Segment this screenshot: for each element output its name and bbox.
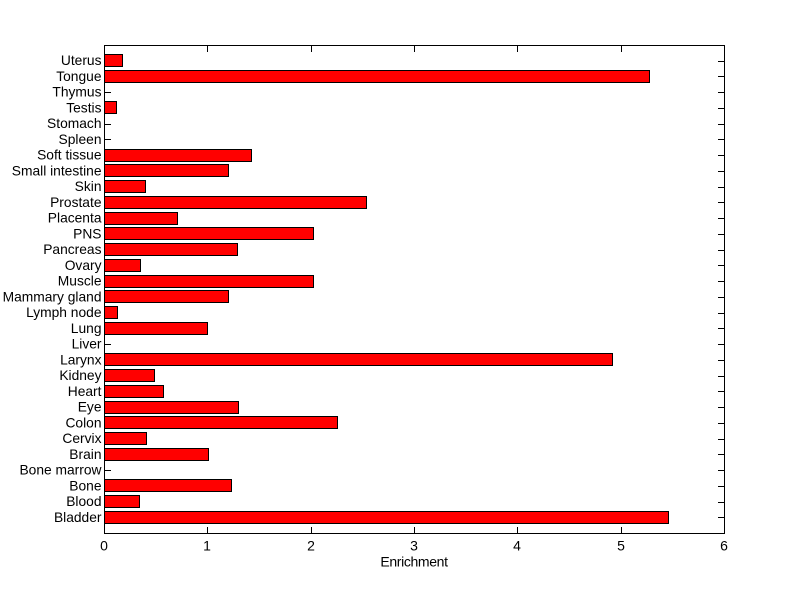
svg-text:Uterus: Uterus — [61, 53, 102, 68]
svg-text:Small intestine: Small intestine — [12, 163, 102, 178]
svg-text:6: 6 — [720, 538, 728, 554]
svg-text:Bladder: Bladder — [54, 510, 102, 525]
svg-text:Spleen: Spleen — [59, 132, 102, 147]
svg-text:Liver: Liver — [72, 337, 102, 352]
svg-text:1: 1 — [203, 538, 211, 554]
svg-text:Lung: Lung — [71, 321, 102, 336]
svg-text:Enrichment: Enrichment — [380, 554, 448, 570]
svg-text:Pancreas: Pancreas — [43, 242, 101, 257]
svg-text:Larynx: Larynx — [60, 352, 102, 367]
svg-text:Ovary: Ovary — [65, 258, 102, 273]
svg-text:Skin: Skin — [75, 179, 102, 194]
svg-text:Mammary gland: Mammary gland — [3, 289, 102, 304]
svg-text:Brain: Brain — [69, 447, 101, 462]
svg-text:Bone marrow: Bone marrow — [19, 463, 101, 478]
svg-text:0: 0 — [100, 538, 108, 554]
svg-text:Colon: Colon — [65, 415, 101, 430]
svg-text:Bone: Bone — [69, 478, 102, 493]
svg-text:Prostate: Prostate — [50, 195, 102, 210]
svg-text:5: 5 — [617, 538, 625, 554]
svg-text:Eye: Eye — [78, 400, 102, 415]
svg-text:Stomach: Stomach — [47, 116, 101, 131]
svg-text:Testis: Testis — [66, 100, 101, 115]
svg-text:Blood: Blood — [66, 494, 101, 509]
svg-text:Heart: Heart — [68, 384, 102, 399]
svg-text:4: 4 — [513, 538, 521, 554]
svg-text:Placenta: Placenta — [48, 211, 102, 226]
svg-text:Soft tissue: Soft tissue — [37, 148, 102, 163]
svg-text:PNS: PNS — [73, 226, 101, 241]
svg-text:3: 3 — [410, 538, 418, 554]
svg-text:2: 2 — [307, 538, 315, 554]
svg-text:Tongue: Tongue — [56, 69, 102, 84]
svg-text:Kidney: Kidney — [59, 368, 101, 383]
svg-text:Thymus: Thymus — [52, 85, 101, 100]
svg-text:Cervix: Cervix — [62, 431, 101, 446]
svg-text:Lymph node: Lymph node — [26, 305, 102, 320]
svg-text:Muscle: Muscle — [58, 274, 102, 289]
